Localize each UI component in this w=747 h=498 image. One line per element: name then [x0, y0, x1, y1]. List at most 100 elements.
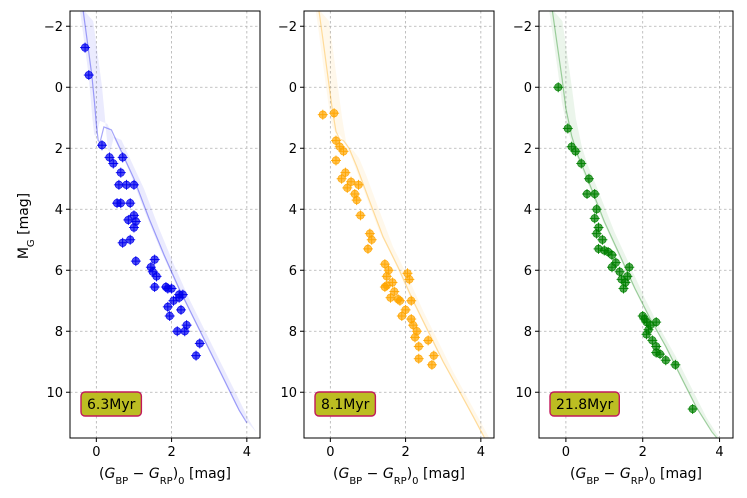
data-point: [619, 284, 628, 293]
y-tick-label: 4: [289, 203, 297, 218]
data-point: [642, 330, 651, 339]
isochrone-band: [549, 11, 720, 438]
data-point: [577, 159, 586, 168]
data-point: [380, 282, 389, 292]
data-point: [390, 287, 399, 296]
age-label-text: 8.1Myr: [321, 397, 370, 413]
y-tick-label: 0: [55, 81, 63, 96]
data-point: [386, 293, 395, 302]
data-point: [163, 302, 172, 311]
y-tick-label: 8: [289, 325, 297, 340]
data-point: [150, 282, 159, 292]
data-point: [407, 296, 416, 305]
age-label-box: [314, 391, 377, 417]
data-point: [571, 147, 580, 156]
x-tick-label: 2: [167, 445, 175, 460]
data-point: [427, 360, 437, 369]
data-point: [97, 141, 107, 150]
data-point: [178, 290, 187, 299]
data-point: [607, 263, 617, 272]
data-point: [688, 404, 697, 414]
data-point: [152, 272, 161, 281]
x-tick-label: 0: [92, 445, 100, 460]
age-label-box: [80, 391, 143, 417]
y-tick-label: 6: [524, 264, 532, 279]
x-tick-label: 4: [715, 445, 723, 460]
data-point: [105, 153, 114, 162]
data-point: [395, 296, 405, 305]
y-tick-label: 4: [524, 203, 532, 218]
data-points: [553, 82, 698, 415]
panel-21.8myr: 0 2 4 −2 0 2 4 6 8 10 (GBP − GRP)0 [mag] 21.8Myr: [513, 10, 734, 487]
y-tick-label: 6: [55, 264, 63, 279]
data-point: [167, 284, 176, 293]
x-axis-label: (GBP − GRP)0 [mag]: [99, 466, 231, 487]
data-point: [661, 356, 670, 365]
data-point: [109, 159, 118, 168]
y-tick-label: 2: [289, 142, 297, 157]
isochrone-band: [315, 11, 490, 438]
data-point: [131, 217, 140, 226]
isochrone-line: [551, 11, 718, 438]
x-axis-label: (GBP − GRP)0 [mag]: [333, 466, 465, 487]
data-point: [191, 351, 201, 360]
data-point: [590, 214, 599, 223]
y-tick-label: −2: [44, 20, 63, 35]
data-point: [592, 205, 601, 214]
data-point: [648, 336, 657, 345]
axes-frame: [69, 10, 261, 439]
data-point: [363, 244, 373, 253]
data-point: [331, 156, 341, 165]
data-point: [165, 311, 174, 321]
data-point: [116, 168, 125, 177]
y-tick-label: 0: [524, 81, 532, 96]
data-point: [563, 124, 572, 133]
isochrone-line: [318, 11, 486, 438]
data-point: [607, 250, 617, 260]
data-points: [80, 42, 205, 361]
data-point: [615, 267, 624, 276]
data-point: [623, 272, 632, 281]
y-tick-label: 10: [515, 386, 532, 401]
data-point: [337, 174, 346, 183]
y-tick-label: 6: [289, 264, 297, 279]
data-point: [341, 168, 350, 177]
x-tick-label: 2: [639, 445, 647, 460]
panel-8.1myr: 0 2 4 −2 0 2 4 6 8 10 (GBP − GRP)0 [mag] 8.1Myr: [278, 10, 495, 487]
axes-frame: [303, 10, 495, 439]
data-point: [367, 235, 376, 244]
isochrone-group: [549, 11, 720, 438]
x-tick-label: 4: [243, 445, 251, 460]
data-point: [397, 311, 406, 321]
isochrone-line: [82, 11, 248, 424]
data-point: [116, 199, 125, 208]
data-point: [625, 263, 634, 272]
y-axis-label: MG [mag]: [16, 193, 37, 259]
data-point: [380, 260, 389, 269]
isochrone-group: [80, 11, 257, 433]
isochrone-band: [80, 11, 257, 433]
data-point: [84, 70, 93, 80]
panel-6.3myr: 0 2 4 −2 0 2 4 6 8 10 (GBP − GRP)0 [mag] 6.3Myr: [44, 10, 261, 487]
age-label-text: 6.3Myr: [87, 397, 136, 413]
age-label: 8.1Myr: [314, 391, 377, 417]
data-point: [318, 110, 327, 119]
data-point: [655, 350, 665, 359]
data-point: [354, 180, 363, 189]
x-tick-label: 0: [326, 445, 334, 460]
data-point: [329, 109, 339, 118]
data-point: [176, 305, 186, 315]
data-point: [401, 305, 410, 315]
data-point: [671, 360, 680, 369]
data-point: [124, 215, 133, 225]
isochrone-group: [315, 11, 490, 438]
y-tick-label: 10: [280, 386, 297, 401]
data-point: [410, 333, 420, 342]
data-point: [195, 339, 204, 348]
age-label: 6.3Myr: [80, 391, 143, 417]
age-label-box: [549, 391, 620, 417]
age-label: 21.8Myr: [549, 391, 620, 417]
data-point: [356, 211, 365, 220]
data-point: [652, 318, 661, 327]
